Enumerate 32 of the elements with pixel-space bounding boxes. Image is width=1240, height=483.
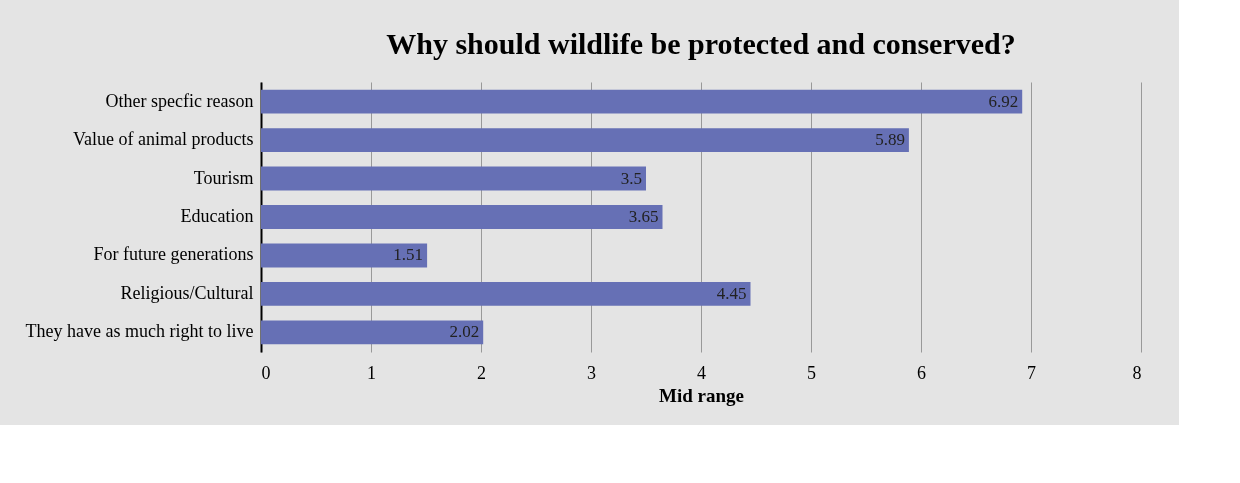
x-tick-label: 7: [1027, 362, 1036, 383]
x-axis-title: Mid range: [659, 384, 744, 406]
y-tick-label: They have as much right to live: [25, 321, 254, 342]
x-tick-label: 3: [587, 362, 596, 383]
bar: [261, 128, 909, 152]
data-label: 3.65: [628, 207, 659, 226]
data-label: 4.45: [716, 283, 747, 303]
y-tick-label: For future generations: [93, 244, 254, 265]
bar: [261, 166, 646, 191]
x-tick-label: 1: [367, 362, 376, 383]
bar: [261, 320, 484, 345]
bar: [261, 243, 428, 268]
data-label: 5.89: [875, 130, 905, 150]
data-label: 1.51: [393, 245, 424, 265]
y-tick-label: Tourism: [193, 167, 254, 188]
bar: [261, 205, 663, 229]
data-label: 3.5: [620, 168, 642, 188]
x-tick-label: 0: [261, 362, 271, 383]
chart-title: Why should wildlife be protected and conserved?: [386, 27, 1016, 60]
bar: [261, 282, 751, 306]
data-label: 2.02: [449, 322, 480, 342]
bar: [261, 89, 1023, 114]
data-label: 6.92: [988, 91, 1019, 111]
x-tick-label: 8: [1132, 362, 1142, 383]
x-tick-label: 2: [477, 362, 486, 383]
y-tick-label: Religious/Cultural: [120, 282, 254, 303]
x-tick-label: 5: [807, 362, 816, 383]
y-tick-label: Education: [180, 206, 254, 226]
y-tick-label: Value of animal products: [73, 129, 254, 150]
y-tick-label: Other specfic reason: [105, 90, 254, 111]
x-tick-label: 4: [697, 362, 706, 383]
x-tick-label: 6: [917, 362, 926, 383]
